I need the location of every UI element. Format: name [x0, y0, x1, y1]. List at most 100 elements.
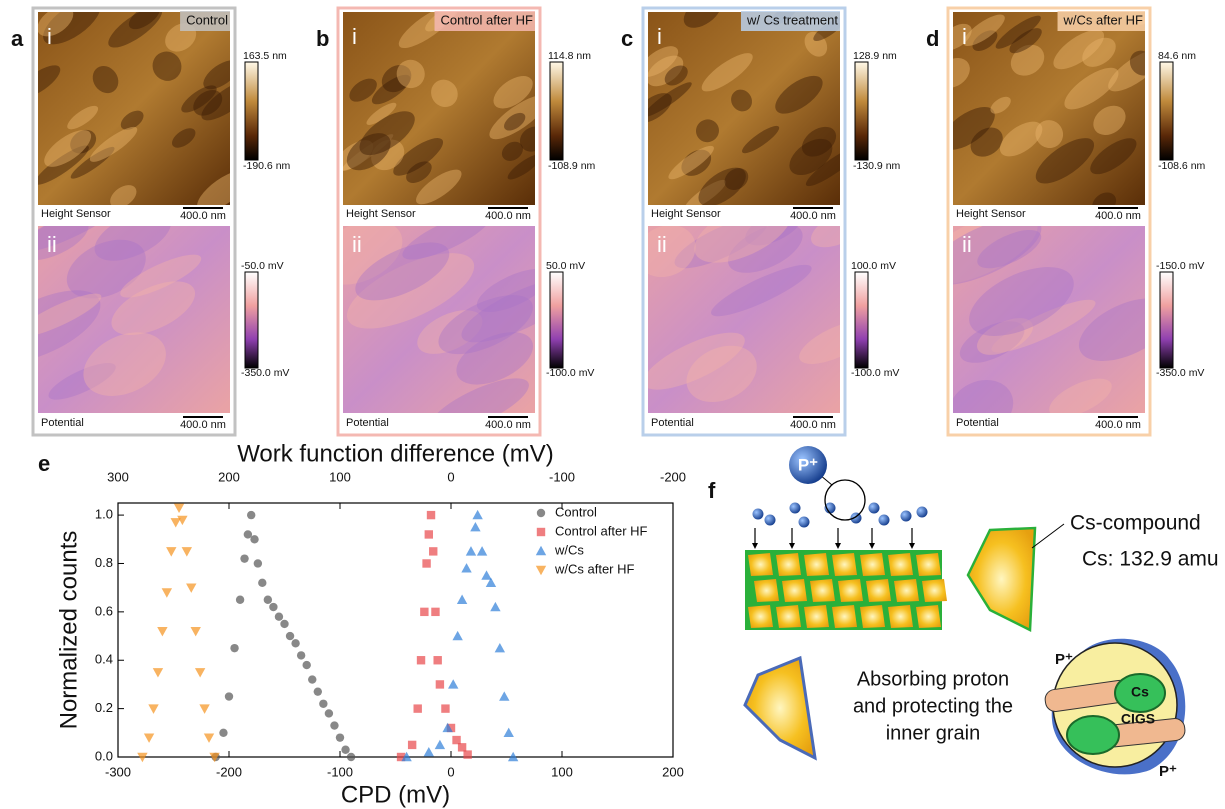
grain-blob — [501, 141, 523, 161]
grain-blob — [995, 15, 1041, 49]
colorbar-label: -150.0 mV — [1156, 260, 1204, 272]
legend-label: Control — [555, 504, 597, 519]
grain-blob — [683, 12, 722, 28]
arrow-head — [869, 543, 875, 549]
image-index: ii — [352, 232, 362, 257]
point — [452, 735, 461, 745]
grain — [832, 605, 857, 628]
plot-frame — [117, 502, 674, 758]
grain-blob — [38, 65, 61, 98]
point — [416, 656, 426, 665]
potential-blob — [991, 299, 1096, 353]
point — [243, 530, 253, 539]
cs-compound — [966, 526, 1037, 632]
point — [461, 563, 472, 573]
panel-letter: d — [926, 26, 939, 51]
proton — [824, 502, 836, 514]
panel-title: Control — [186, 12, 228, 27]
y-tick-label: 0.6 — [95, 603, 113, 618]
image-index: ii — [962, 232, 972, 257]
point — [435, 680, 445, 689]
arrow-head — [789, 543, 795, 549]
potential-blob — [429, 378, 529, 413]
colorbar — [549, 61, 564, 161]
potential-texture — [38, 226, 202, 400]
point — [181, 547, 193, 557]
grain-blob — [804, 31, 828, 57]
point — [224, 692, 234, 701]
point — [507, 751, 519, 762]
point — [319, 699, 328, 708]
point — [280, 619, 289, 629]
panel-title: w/Cs after HF — [1063, 12, 1144, 27]
potential-blob — [799, 320, 840, 364]
point — [470, 521, 481, 532]
scale-label: 400.0 nm — [485, 419, 531, 431]
image-label: Potential — [41, 417, 84, 429]
grain-blob — [67, 105, 99, 130]
colorbar-label: -108.9 nm — [548, 160, 596, 172]
potential-texture — [953, 226, 1145, 413]
point — [190, 627, 201, 637]
potential-blob — [417, 310, 483, 354]
grain — [860, 553, 885, 576]
image-label: Potential — [651, 417, 694, 429]
caption: inner grain — [886, 722, 981, 744]
arrow-head — [835, 543, 841, 549]
grain — [916, 553, 941, 576]
point — [413, 704, 422, 713]
glove — [1066, 715, 1120, 755]
image-index: i — [352, 24, 357, 49]
grain-blob — [1082, 37, 1116, 67]
glove — [1114, 673, 1166, 713]
grain-blob — [349, 78, 377, 102]
badge-proton: P⁺ — [1159, 763, 1177, 780]
point — [422, 559, 431, 568]
grain-blob — [684, 179, 727, 205]
grain-blob — [1035, 138, 1095, 184]
scale-label: 400.0 nm — [1095, 419, 1141, 431]
grain-blob — [128, 12, 161, 30]
colorbar — [854, 61, 869, 161]
grain-blob — [489, 95, 535, 140]
point — [426, 510, 436, 520]
panel-letter: c — [621, 26, 633, 51]
point — [442, 722, 453, 733]
caption: Absorbing proton — [857, 668, 1009, 690]
title-box — [1057, 11, 1145, 31]
x-tick-label: 200 — [662, 764, 684, 779]
colorbar-label: 100.0 mV — [851, 260, 896, 272]
grain-blob — [70, 146, 115, 179]
grain — [832, 553, 857, 576]
potential-texture — [648, 226, 840, 403]
potential-blob — [1078, 298, 1145, 361]
image-label: Height Sensor — [346, 208, 416, 220]
proton — [900, 510, 912, 522]
grain-blob — [953, 23, 972, 51]
image-index: i — [47, 24, 52, 49]
grain-blob — [406, 161, 432, 184]
potential-blob — [346, 253, 475, 329]
title-box — [740, 11, 840, 31]
grain-blob — [393, 138, 444, 176]
potential-blob — [745, 226, 803, 246]
grain-blob — [953, 57, 970, 88]
y-tick-label: 0.4 — [95, 652, 113, 667]
grain-blob — [110, 185, 137, 205]
potential-blob — [1049, 378, 1112, 413]
grain-blob — [724, 168, 749, 191]
grain-blob — [1053, 29, 1105, 70]
grain-blob — [366, 102, 397, 125]
grain-blob — [963, 14, 1005, 47]
grain-blob — [120, 110, 144, 130]
grain-blob — [197, 170, 230, 205]
point — [494, 642, 506, 653]
grain-blob — [648, 46, 679, 77]
grain-blob — [1064, 67, 1119, 110]
potential-blob — [648, 226, 696, 278]
grain-blob — [171, 128, 196, 148]
colorbar — [1159, 61, 1174, 161]
grain-blob — [346, 133, 391, 171]
point — [423, 746, 434, 757]
panel-title: Control after HF — [441, 12, 534, 27]
